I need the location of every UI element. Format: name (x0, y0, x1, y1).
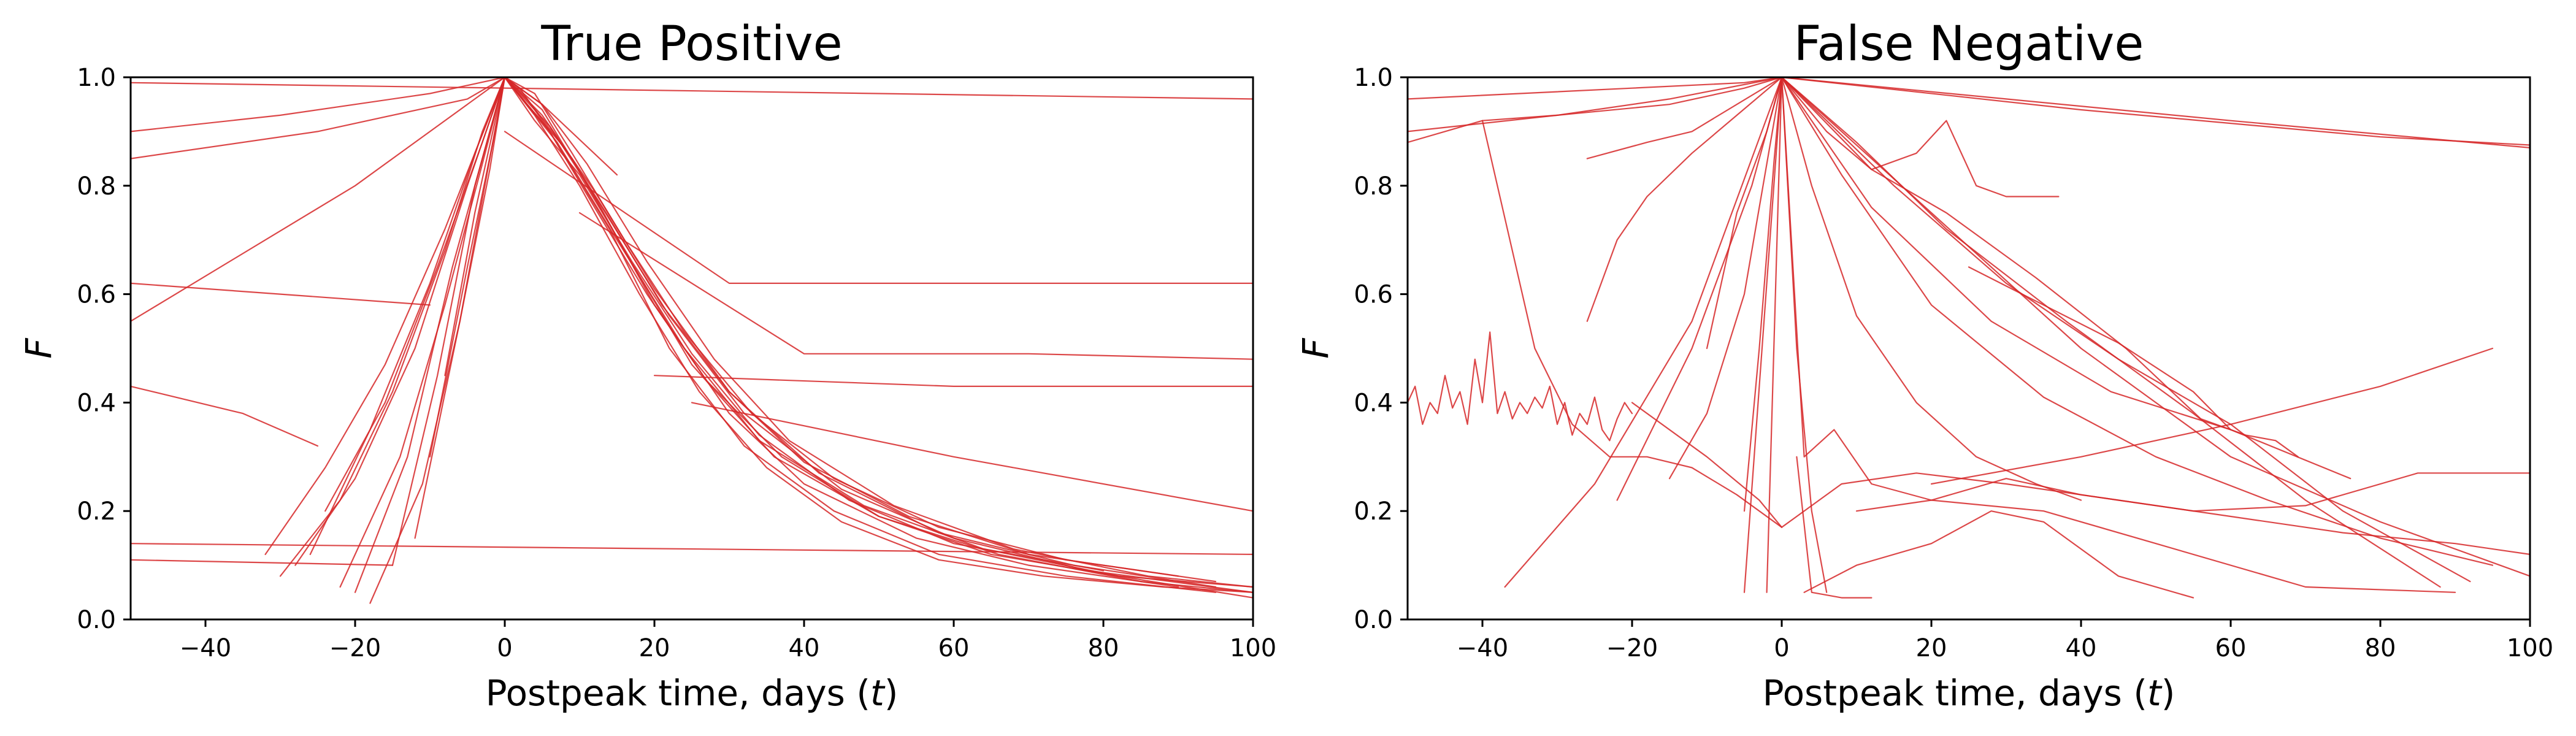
series-line-7 (1408, 77, 1783, 100)
chart-title: False Negative (1794, 17, 2144, 72)
x-tick-label: 0 (1774, 634, 1789, 662)
x-tick-label: 60 (2215, 634, 2247, 662)
series-line-24 (1781, 77, 2530, 577)
lines-group (131, 77, 1253, 604)
series-line-20 (504, 131, 1253, 284)
series-line-27 (1796, 456, 1873, 599)
chart-panel-1: −40 −20 0 20 40 60 80 100 0.0 0.2 0.4 0.6 0.8 1.0 True… (18, 17, 1276, 714)
y-tick-label: 0.0 (1354, 606, 1393, 634)
series-line-20 (1781, 77, 2060, 197)
series-line-18 (1743, 77, 1828, 593)
series-line-17 (131, 282, 431, 306)
series-line-15 (1616, 77, 1783, 501)
series-line-10 (339, 77, 1253, 593)
series-line-22 (1930, 347, 2494, 485)
chart-panel-2: −40 −20 0 20 40 60 80 100 0.0 0.2 0.4 0.6 0.8 1.0 Fals… (1295, 17, 2553, 714)
y-axis-label: F (18, 337, 59, 359)
series-line-2 (1631, 402, 2530, 556)
plot-frame (129, 76, 1254, 621)
series-line-1 (1408, 331, 1633, 442)
series-line-26 (1968, 266, 2232, 431)
series-line-23 (1781, 77, 2299, 458)
series-line-24 (131, 82, 1253, 100)
x-tick-label: −20 (1606, 634, 1658, 662)
y-tick-label: 0.8 (77, 172, 116, 201)
lines-group (1408, 77, 2530, 599)
series-line-22 (653, 375, 1253, 388)
series-line-21 (1803, 510, 2195, 599)
x-tick-label: 80 (1088, 634, 1119, 662)
series-line-10 (1781, 77, 2530, 148)
series-line-8 (369, 77, 1217, 604)
y-tick-label: 1.0 (1354, 64, 1393, 92)
x-tick-label: 100 (1230, 634, 1276, 662)
y-tick-label: 0.4 (77, 389, 116, 417)
x-axis-label: Postpeak time, days (t) (1763, 672, 2175, 714)
series-line-11 (444, 77, 1253, 588)
series-line-21 (578, 212, 1253, 360)
x-tick-label: 20 (639, 634, 670, 662)
series-line-25 (1855, 472, 2530, 512)
series-line-2 (309, 77, 1217, 593)
series-line-5 (414, 77, 1105, 572)
x-tick-label: 40 (2066, 634, 2097, 662)
x-tick-label: −20 (329, 634, 381, 662)
series-line-16 (131, 385, 319, 447)
x-tick-label: −40 (180, 634, 231, 662)
series-line-6 (294, 77, 1253, 599)
x-axis-label: Postpeak time, days (t) (486, 672, 899, 714)
plot-frame (1406, 76, 2531, 621)
series-line-12 (1481, 120, 1783, 528)
y-tick-label: 0.0 (77, 606, 116, 634)
series-line-12 (264, 77, 1217, 588)
y-tick-label: 0.8 (1354, 172, 1393, 201)
x-tick-label: 40 (789, 634, 820, 662)
y-tick-label: 0.2 (1354, 497, 1393, 526)
series-line-1 (279, 77, 1253, 593)
series-line-13 (1586, 77, 1783, 159)
series-line-4 (1743, 77, 2494, 593)
x-tick-label: −40 (1457, 634, 1508, 662)
series-line-19 (1781, 77, 2082, 501)
series-line-9 (1408, 77, 1783, 144)
series-line-17 (1668, 77, 2456, 593)
series-line-16 (1706, 77, 1783, 350)
y-tick-label: 0.6 (1354, 281, 1393, 309)
series-line-3 (1504, 77, 2441, 588)
series-line-7 (324, 77, 1253, 588)
series-line-23 (691, 402, 1253, 512)
series-line-4 (391, 77, 1253, 593)
y-axis-label: F (1295, 337, 1336, 359)
series-line-9 (429, 77, 1179, 577)
x-tick-label: 60 (938, 634, 970, 662)
x-tick-label: 20 (1916, 634, 1947, 662)
x-tick-label: 0 (497, 634, 512, 662)
series-line-15 (131, 77, 506, 322)
y-tick-label: 1.0 (77, 64, 116, 92)
x-tick-label: 80 (2365, 634, 2396, 662)
series-line-11 (1781, 77, 2530, 146)
series-line-8 (1408, 77, 1783, 132)
series-line-13 (131, 77, 618, 176)
y-tick-label: 0.4 (1354, 389, 1393, 417)
series-line-6 (1781, 77, 2471, 583)
chart-title: True Positive (540, 17, 842, 72)
y-tick-label: 0.2 (77, 497, 116, 526)
series-line-14 (1586, 77, 1783, 322)
y-tick-label: 0.6 (77, 281, 116, 309)
x-tick-label: 100 (2507, 634, 2553, 662)
series-line-18 (131, 543, 1253, 556)
series-line-19 (131, 559, 394, 566)
